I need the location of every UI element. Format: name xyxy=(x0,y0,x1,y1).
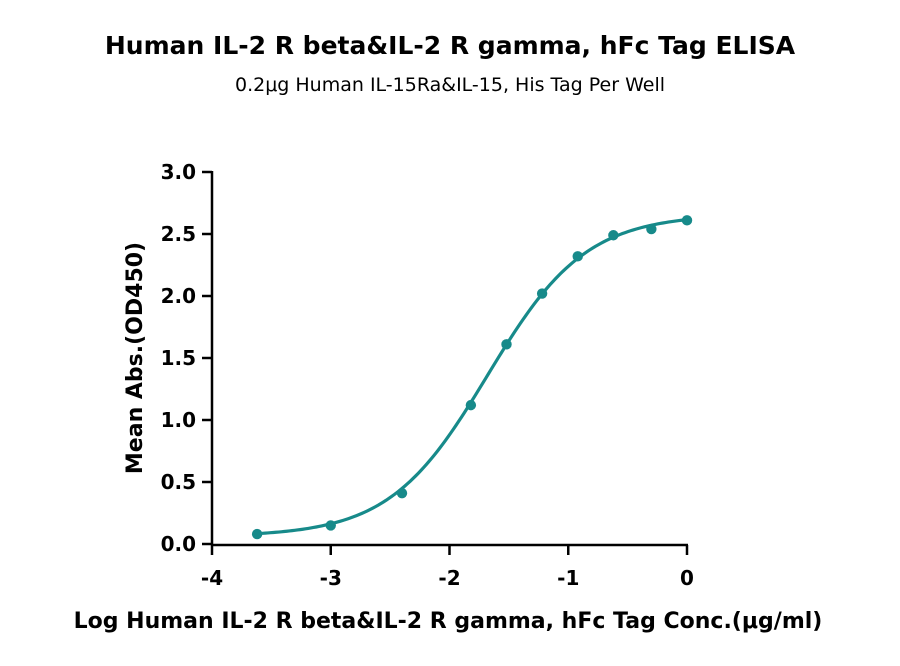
x-tick-label: -3 xyxy=(320,566,342,590)
x-axis-title: Log Human IL-2 R beta&IL-2 R gamma, hFc … xyxy=(74,609,823,634)
y-tick-label: 1.5 xyxy=(161,346,196,370)
x-tick-label: -2 xyxy=(438,566,460,590)
data-point xyxy=(572,251,583,262)
fit-curve xyxy=(255,218,689,536)
y-axis: 0.0 0.5 1.0 1.5 2.0 2.5 3.0 xyxy=(161,160,214,556)
data-point xyxy=(536,288,548,299)
data-point xyxy=(608,230,619,241)
x-tick-label: -1 xyxy=(557,566,579,590)
y-axis-title: Mean Abs.(OD450) xyxy=(123,242,148,474)
x-axis: -4 -3 -2 -1 0 xyxy=(201,543,694,590)
data-point xyxy=(396,487,408,499)
data-points-group xyxy=(251,215,693,540)
y-tick-label: 2.0 xyxy=(161,284,196,308)
chart-title: Human IL-2 R beta&IL-2 R gamma, hFc Tag … xyxy=(104,31,796,60)
x-tick-label: -4 xyxy=(201,566,223,590)
data-point xyxy=(681,215,693,226)
x-tick-label: 0 xyxy=(680,566,694,590)
y-tick-label: 0.5 xyxy=(161,470,196,494)
data-point xyxy=(325,520,336,531)
fit-curve-group xyxy=(255,218,689,536)
data-point xyxy=(251,528,263,540)
data-point xyxy=(501,339,512,350)
chart-subtitle: 0.2μg Human IL-15Ra&IL-15, His Tag Per W… xyxy=(234,74,665,96)
data-point xyxy=(465,399,477,411)
data-point xyxy=(646,223,657,235)
y-tick-label: 0.0 xyxy=(161,532,196,556)
y-tick-label: 1.0 xyxy=(161,408,196,432)
y-tick-label: 2.5 xyxy=(161,222,196,246)
y-tick-label: 3.0 xyxy=(161,160,196,184)
